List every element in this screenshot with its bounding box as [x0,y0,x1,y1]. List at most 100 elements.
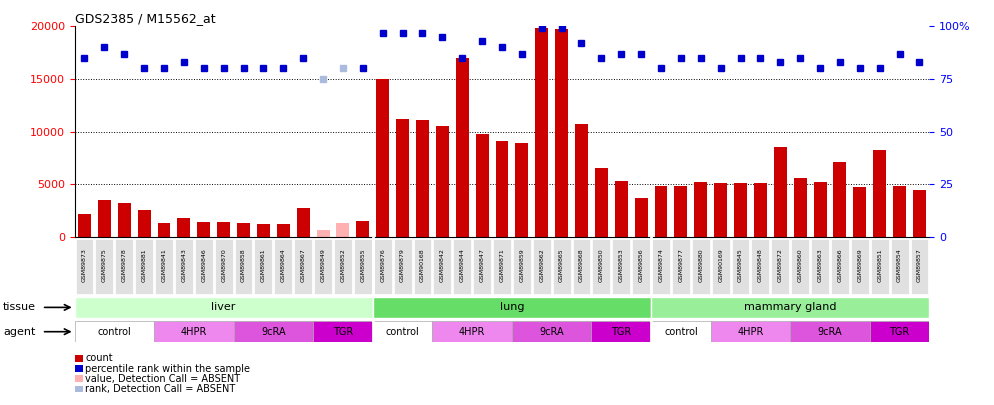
Bar [754,183,767,237]
FancyBboxPatch shape [891,239,909,294]
FancyBboxPatch shape [513,239,531,294]
Bar [894,186,907,237]
Text: GSM89869: GSM89869 [857,248,863,282]
FancyBboxPatch shape [672,239,690,294]
Bar [337,223,350,237]
Text: control: control [386,327,419,337]
Bar [711,321,790,342]
Text: GSM89856: GSM89856 [638,248,644,282]
Text: 9cRA: 9cRA [818,327,842,337]
Text: 9cRA: 9cRA [261,327,285,337]
Bar [496,141,509,237]
Bar [715,183,728,237]
Bar [913,190,926,237]
FancyBboxPatch shape [811,239,829,294]
Text: GSM89857: GSM89857 [916,248,922,282]
Bar [874,149,887,237]
FancyBboxPatch shape [911,239,928,294]
Bar [277,224,290,237]
FancyBboxPatch shape [394,239,412,294]
Text: GSM89854: GSM89854 [897,248,903,282]
Bar [576,124,588,237]
Text: GSM89855: GSM89855 [360,248,366,282]
Bar [456,58,469,237]
Text: GSM90168: GSM90168 [419,248,425,282]
Text: GSM89871: GSM89871 [499,248,505,282]
Text: GSM89872: GSM89872 [777,248,783,282]
Text: GSM89880: GSM89880 [698,248,704,282]
Bar [536,28,549,237]
FancyBboxPatch shape [235,239,252,294]
Text: control: control [664,327,698,337]
Bar [178,218,191,237]
Bar [512,321,591,342]
Text: GSM89848: GSM89848 [757,248,763,282]
FancyBboxPatch shape [831,239,849,294]
Text: GSM89844: GSM89844 [459,248,465,282]
Text: TGR: TGR [890,327,910,337]
Text: GSM89873: GSM89873 [82,248,87,282]
Bar [357,221,370,237]
Bar [651,297,929,318]
Text: value, Detection Call = ABSENT: value, Detection Call = ABSENT [85,374,241,384]
Text: GSM89842: GSM89842 [439,248,445,282]
Text: GSM89847: GSM89847 [479,248,485,282]
Bar [416,120,429,237]
Bar [675,186,688,237]
Text: GSM89863: GSM89863 [817,248,823,282]
Bar [774,147,787,237]
Text: GSM89867: GSM89867 [300,248,306,282]
Bar [78,214,91,237]
Bar [615,181,628,237]
FancyBboxPatch shape [612,239,630,294]
Bar [432,321,512,342]
Bar [158,223,171,237]
Bar [257,224,270,237]
FancyBboxPatch shape [453,239,471,294]
FancyBboxPatch shape [592,239,610,294]
Text: GSM89868: GSM89868 [579,248,584,282]
FancyBboxPatch shape [135,239,153,294]
Text: mammary gland: mammary gland [744,303,837,312]
FancyBboxPatch shape [76,239,93,294]
Bar [98,200,111,237]
FancyBboxPatch shape [871,239,889,294]
Text: GSM89861: GSM89861 [260,248,266,282]
Bar [297,208,310,237]
FancyBboxPatch shape [692,239,710,294]
Text: GSM89850: GSM89850 [598,248,604,282]
FancyBboxPatch shape [175,239,193,294]
FancyBboxPatch shape [374,239,392,294]
Text: GSM89870: GSM89870 [221,248,227,282]
Bar [436,126,449,237]
FancyBboxPatch shape [414,239,431,294]
Bar [735,183,747,237]
Bar [476,134,489,237]
FancyBboxPatch shape [274,239,292,294]
Text: TGR: TGR [611,327,631,337]
Text: GSM89860: GSM89860 [797,248,803,282]
Text: percentile rank within the sample: percentile rank within the sample [85,364,250,373]
FancyBboxPatch shape [732,239,749,294]
Bar [373,321,432,342]
Bar [238,223,250,237]
Text: 9cRA: 9cRA [540,327,564,337]
Bar [154,321,234,342]
Text: GSM89881: GSM89881 [141,248,147,282]
Text: 4HPR: 4HPR [459,327,485,337]
FancyBboxPatch shape [791,239,809,294]
FancyBboxPatch shape [334,239,352,294]
Bar [695,182,708,237]
FancyBboxPatch shape [95,239,113,294]
Text: 4HPR: 4HPR [738,327,763,337]
Text: GSM89864: GSM89864 [280,248,286,282]
Text: 4HPR: 4HPR [181,327,207,337]
FancyBboxPatch shape [751,239,769,294]
Text: GSM89859: GSM89859 [519,248,525,282]
FancyBboxPatch shape [254,239,272,294]
Bar [313,321,373,342]
Text: liver: liver [212,303,236,312]
Text: GSM89846: GSM89846 [201,248,207,282]
Text: GSM89874: GSM89874 [658,248,664,282]
Text: control: control [97,327,131,337]
